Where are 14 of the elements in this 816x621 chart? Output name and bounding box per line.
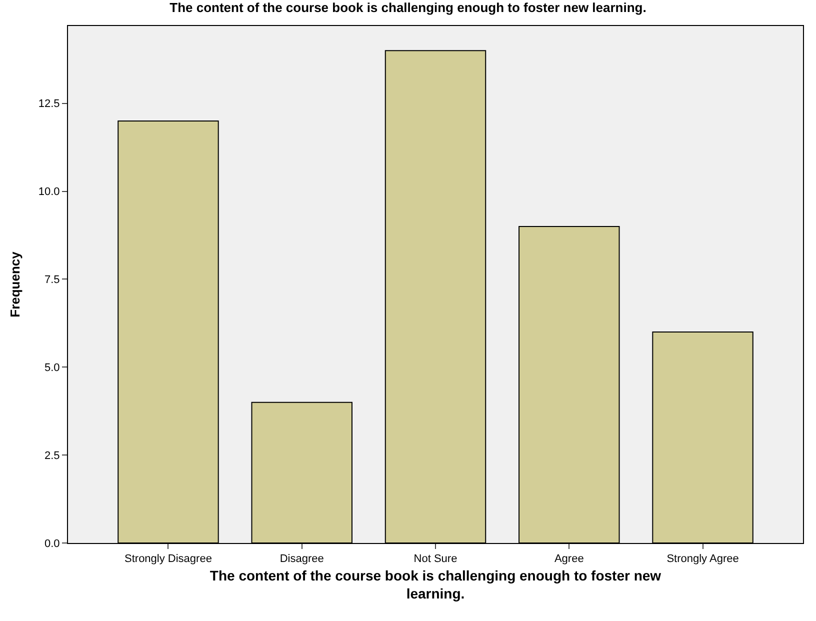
y-tick-label: 5.0 [44, 362, 60, 374]
y-tick-label: 10.0 [38, 186, 60, 198]
x-tick-label: Strongly Agree [666, 553, 739, 566]
x-tick-label: Not Sure [414, 553, 458, 566]
y-tick-label: 2.5 [44, 450, 60, 462]
y-tick-label: 12.5 [38, 98, 60, 110]
y-axis-title: Frequency [7, 250, 22, 318]
x-tick-label: Agree [554, 553, 584, 566]
y-tick-label: 0.0 [44, 538, 60, 550]
x-tick-label: Disagree [280, 553, 324, 566]
x-tick-label: Strongly Disagree [124, 553, 212, 566]
x-axis-title: The content of the course book is challenging enough to foster new learning. [210, 568, 662, 602]
y-tick-label: 7.5 [44, 274, 60, 286]
chart-title: The content of the course book is challenging enough to foster new learning. [170, 0, 646, 16]
